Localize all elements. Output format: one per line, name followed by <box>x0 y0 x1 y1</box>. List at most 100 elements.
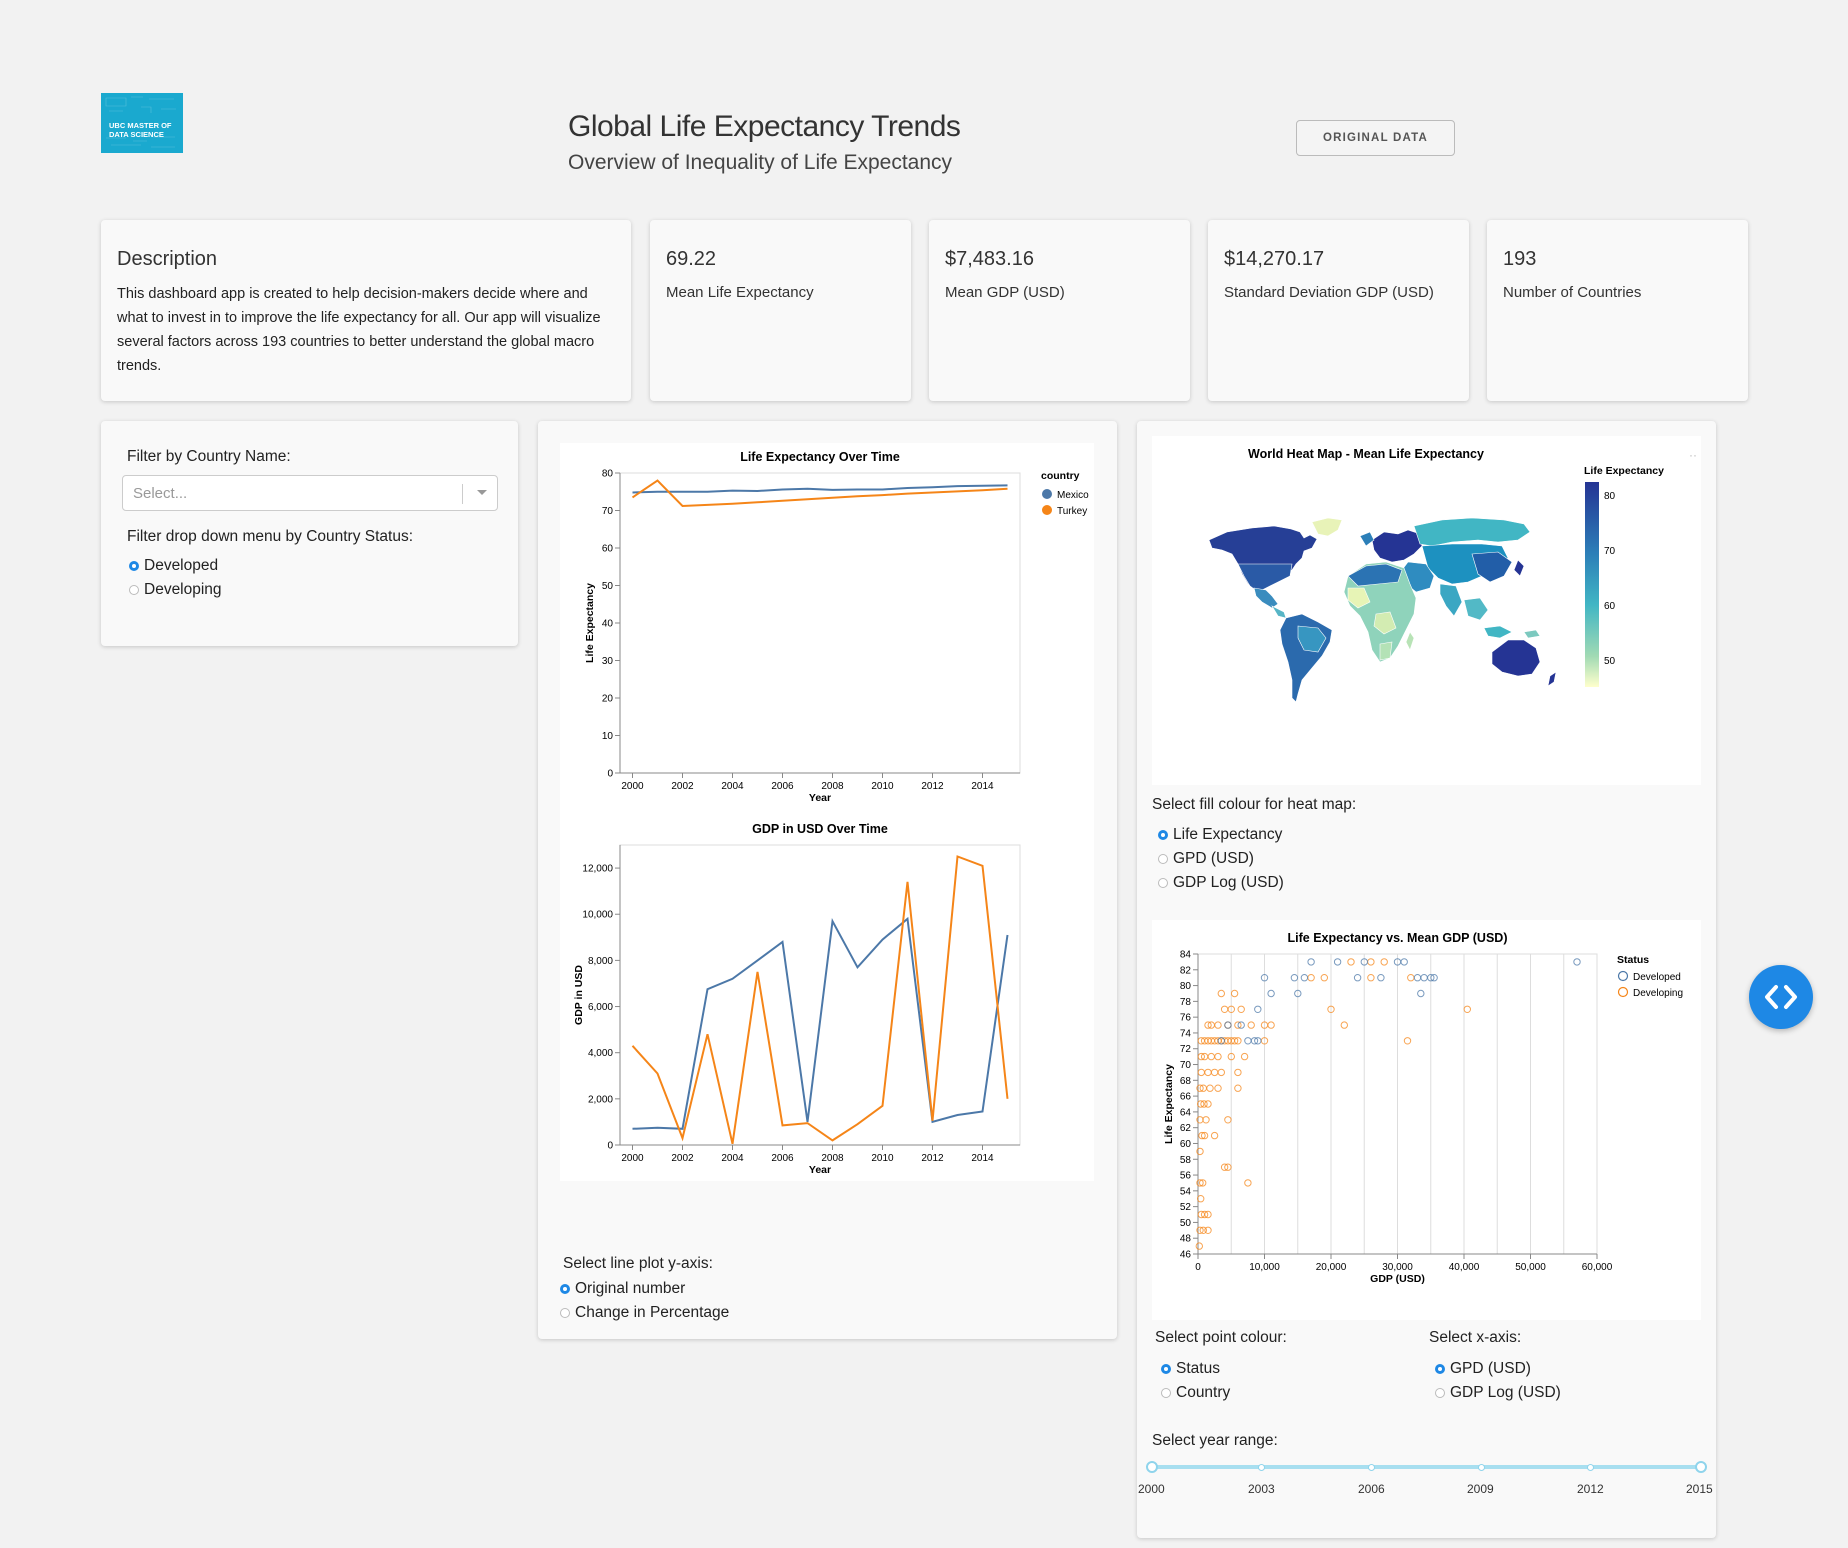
filter-card <box>101 421 518 646</box>
year-range-handle-end[interactable] <box>1695 1461 1707 1473</box>
x-tick-label: 2012 <box>921 781 944 792</box>
country-dropdown-placeholder: Select... <box>133 485 188 502</box>
radio-label: Country <box>1176 1384 1231 1401</box>
scatter-point-developed <box>1353 974 1362 982</box>
xaxis-radio-gdp-log[interactable]: GDP Log (USD) <box>1435 1384 1561 1402</box>
scatter-point-developed <box>1377 974 1385 982</box>
point-radio-country[interactable]: Country <box>1161 1384 1230 1402</box>
logo-text: UBC MASTER OF DATA SCIENCE <box>109 121 172 139</box>
scatter-point-developing <box>1197 1068 1205 1077</box>
series-line-turkey <box>631 855 1009 1145</box>
radio-label: GDP Log (USD) <box>1173 874 1284 891</box>
scatter-point-developed <box>1573 958 1581 966</box>
scatter-point-developed <box>1250 1037 1259 1045</box>
chart-title: Life Expectancy Over Time <box>740 450 900 464</box>
page-title: Global Life Expectancy Trends <box>568 110 961 143</box>
x-axis-label: Select x-axis: <box>1429 1329 1522 1346</box>
stat-label: Mean Life Expectancy <box>666 284 814 301</box>
x-axis-title: GDP (USD) <box>1370 1273 1425 1285</box>
scatter-point-developed <box>1244 1037 1252 1045</box>
status-radio-developing[interactable]: Developing <box>129 581 222 599</box>
scatter-point-developing <box>1234 1084 1242 1092</box>
year-mark: 2012 <box>1577 1482 1604 1496</box>
xaxis-radio-gdp[interactable]: GPD (USD) <box>1435 1360 1531 1378</box>
radio-unselected-icon[interactable] <box>1161 1388 1171 1398</box>
y-tick-label: 20 <box>602 694 614 705</box>
chart-title: Life Expectancy vs. Mean GDP (USD) <box>1288 931 1508 945</box>
scatter-point-developing <box>1195 1242 1203 1250</box>
year-range-track[interactable] <box>1152 1465 1701 1469</box>
scatter-point-developing <box>1234 1037 1242 1045</box>
y-tick-label: 12,000 <box>582 864 613 875</box>
scatter-point-developed <box>1300 974 1309 982</box>
chevron-down-icon[interactable] <box>477 490 487 495</box>
country-dropdown[interactable]: Select... <box>122 475 498 511</box>
radio-label: Status <box>1176 1360 1220 1377</box>
y-axis-title: Life Expectancy <box>1163 1064 1175 1144</box>
radio-selected-icon[interactable] <box>560 1284 570 1294</box>
scatter-point-developing <box>1217 989 1226 998</box>
map-menu-icon[interactable]: ·· <box>1689 448 1697 462</box>
map-north-africa <box>1347 563 1403 587</box>
y-tick-label: 68 <box>1180 1076 1192 1087</box>
stat-value: $14,270.17 <box>1224 248 1325 270</box>
scatter-point-developing <box>1197 1100 1205 1108</box>
line-legend: country Mexico Turkey <box>1041 470 1089 517</box>
y-tick-label: 84 <box>1180 950 1192 961</box>
stat-value: 193 <box>1503 248 1537 270</box>
scatter-point-developing <box>1204 1226 1212 1234</box>
line-radio-original[interactable]: Original number <box>560 1280 685 1298</box>
radio-unselected-icon[interactable] <box>1158 854 1168 864</box>
scatter-point-developing <box>1217 1068 1226 1077</box>
y-tick-label: 56 <box>1180 1171 1192 1182</box>
map-radio-gdp-log[interactable]: GDP Log (USD) <box>1158 874 1284 892</box>
map-legend-tick: 50 <box>1604 656 1616 667</box>
year-range-handle-start[interactable] <box>1146 1461 1158 1473</box>
scatter-point-developing <box>1199 1179 1207 1187</box>
stat-label: Standard Deviation GDP (USD) <box>1224 284 1434 301</box>
scatter-point-developing <box>1210 1131 1219 1140</box>
code-brackets-icon[interactable] <box>1749 965 1813 1029</box>
radio-selected-icon[interactable] <box>1158 830 1168 840</box>
map-papua <box>1523 629 1541 639</box>
map-china <box>1471 551 1513 583</box>
year-mark: 2003 <box>1248 1482 1275 1496</box>
line-radio-percentage[interactable]: Change in Percentage <box>560 1304 729 1322</box>
y-tick-label: 74 <box>1180 1028 1192 1039</box>
map-radio-gdp[interactable]: GPD (USD) <box>1158 850 1254 868</box>
map-west-africa <box>1347 587 1371 609</box>
country-filter-label: Filter by Country Name: <box>127 448 291 465</box>
y-tick-label: 30 <box>602 656 614 667</box>
radio-selected-icon[interactable] <box>1435 1364 1445 1374</box>
radio-unselected-icon[interactable] <box>129 585 139 595</box>
scatter-point-developing <box>1199 1226 1207 1234</box>
y-tick-label: 76 <box>1180 1013 1192 1024</box>
x-tick-label: 10,000 <box>1249 1262 1280 1273</box>
x-tick-label: 30,000 <box>1382 1262 1413 1273</box>
original-data-button[interactable]: ORIGINAL DATA <box>1296 120 1455 156</box>
status-radio-developed[interactable]: Developed <box>129 557 218 575</box>
stat-card-mean-life-expectancy: 69.22 Mean Life Expectancy <box>650 220 911 401</box>
radio-label: Developing <box>144 581 222 598</box>
point-radio-status[interactable]: Status <box>1161 1360 1220 1378</box>
legend-label: Developed <box>1633 972 1681 983</box>
y-tick-label: 58 <box>1180 1155 1192 1166</box>
legend-title: Status <box>1617 954 1649 966</box>
radio-label: Original number <box>575 1280 686 1297</box>
radio-unselected-icon[interactable] <box>560 1308 570 1318</box>
radio-unselected-icon[interactable] <box>1435 1388 1445 1398</box>
world-map-countries <box>1208 517 1557 703</box>
scatter-point-developing <box>1220 1005 1229 1014</box>
scatter-point-developed <box>1420 974 1428 982</box>
radio-selected-icon[interactable] <box>129 561 139 571</box>
x-tick-label: 2006 <box>771 781 794 792</box>
map-greenland <box>1311 517 1343 537</box>
radio-unselected-icon[interactable] <box>1158 878 1168 888</box>
map-radio-life-expectancy[interactable]: Life Expectancy <box>1158 826 1282 844</box>
scatter-point-developing <box>1224 1163 1232 1171</box>
code-toggle-button[interactable] <box>1749 965 1813 1029</box>
radio-selected-icon[interactable] <box>1161 1364 1171 1374</box>
year-slider-dot <box>1587 1464 1594 1471</box>
scatter-point-developing <box>1234 1021 1242 1029</box>
scatter-point-developing <box>1196 1084 1204 1092</box>
